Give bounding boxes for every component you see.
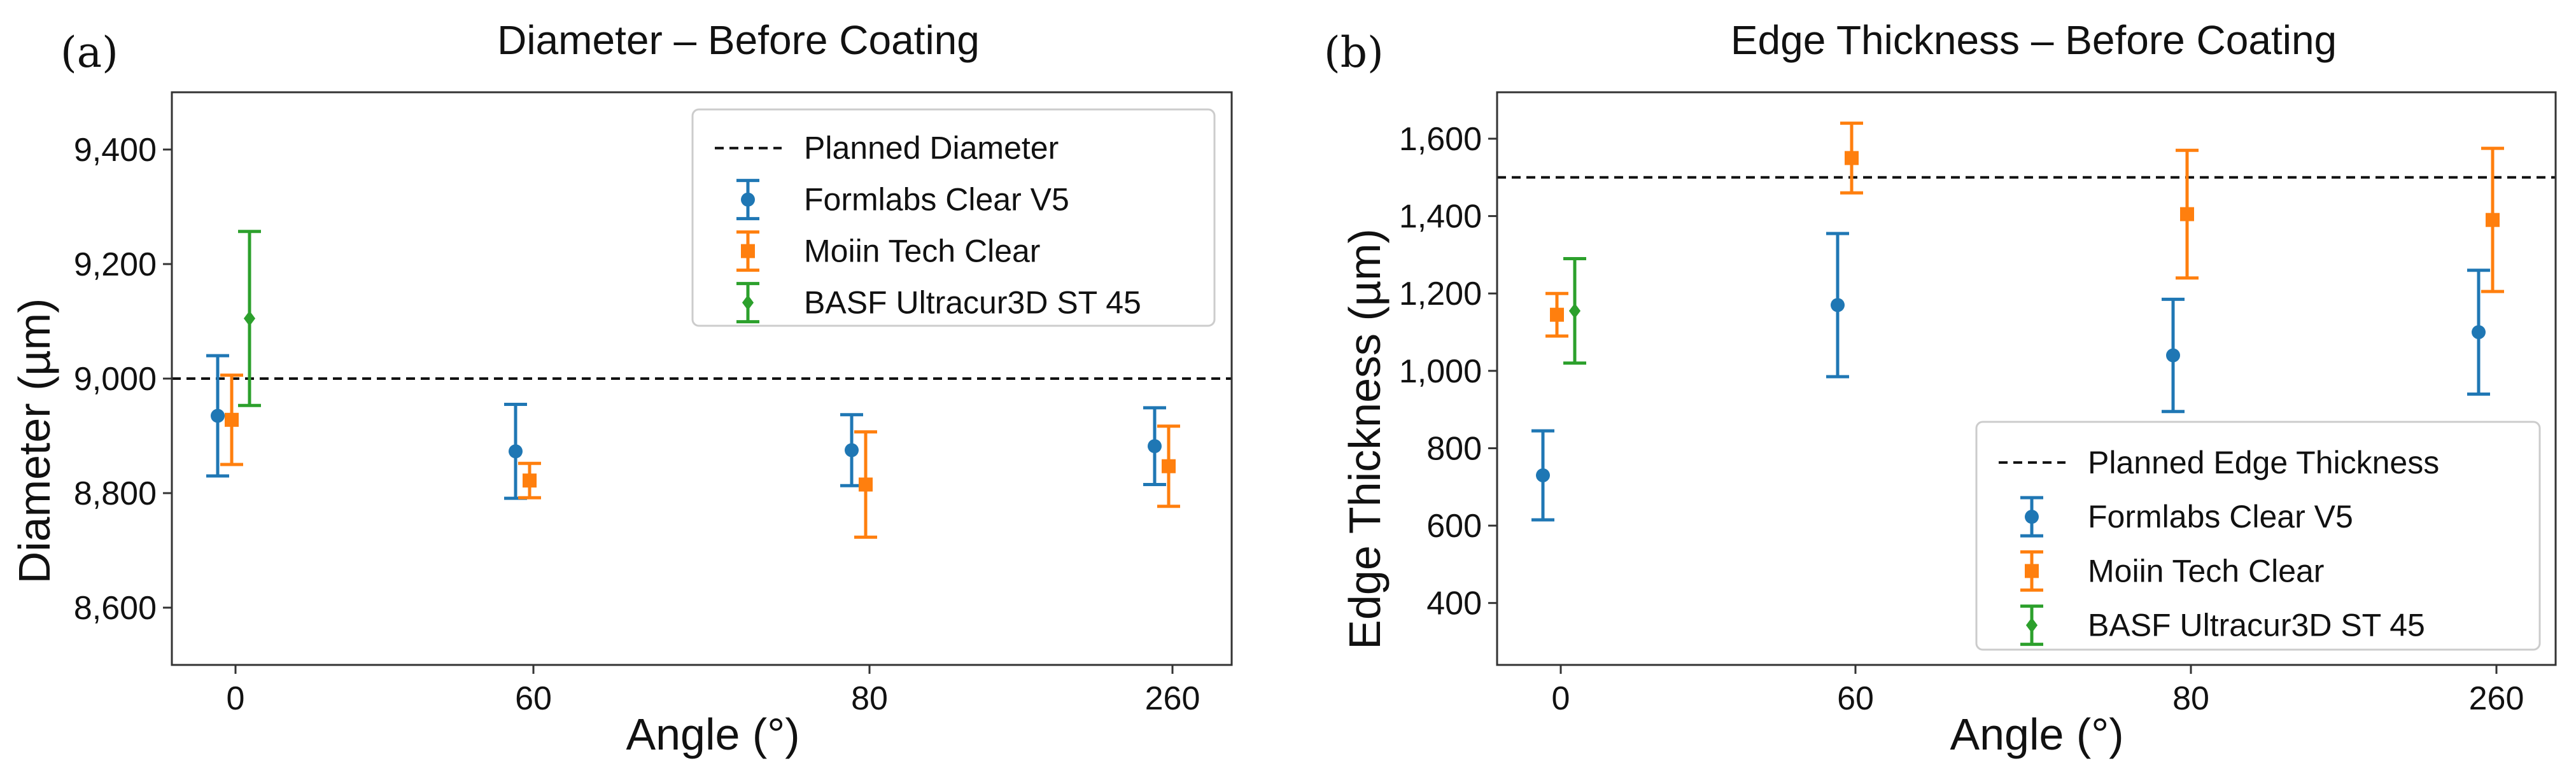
y-ticks-edge-thickness: 400 600 800 1,000 1,200 1,400 1,600 <box>1399 121 1497 622</box>
point-circle-0 <box>206 354 229 478</box>
data-marks-diameter <box>206 230 1180 539</box>
point-square-80 <box>2176 148 2199 280</box>
data-marks-edge-thickness <box>1531 122 2504 522</box>
y-tick-label: 1,600 <box>1399 121 1482 158</box>
x-tick-label: 0 <box>227 680 245 717</box>
plot-frame-diameter <box>171 91 1233 666</box>
legend-swatch-square-marker <box>2025 564 2039 578</box>
y-tick-label: 9,400 <box>74 132 157 169</box>
point-square-260-marker <box>1162 459 1176 473</box>
panel-label-a: (a) <box>60 28 118 77</box>
x-tick-label: 260 <box>1145 680 1200 717</box>
legend-series-label: BASF Ultracur3D ST 45 <box>804 285 1141 321</box>
legend-swatch-diamond <box>736 282 759 324</box>
legend-swatch-square <box>2020 550 2043 592</box>
point-square-60-marker <box>523 473 537 488</box>
y-tick-label: 400 <box>1426 585 1482 622</box>
point-square-260 <box>2481 146 2504 293</box>
y-tick-label: 800 <box>1426 430 1482 467</box>
point-circle-60 <box>1826 232 1849 379</box>
y-tick-label: 600 <box>1426 508 1482 545</box>
point-circle-260-marker <box>1148 439 1162 454</box>
point-square-0-marker <box>1550 307 1564 322</box>
point-diamond-0-marker <box>1568 303 1581 319</box>
legend-swatch-square <box>736 230 759 272</box>
point-diamond-0 <box>238 230 261 407</box>
y-tick-label: 1,200 <box>1399 276 1482 312</box>
point-circle-80-marker <box>2166 348 2180 363</box>
y-axis-label-edge-thickness: Edge Thickness (µm) <box>1340 228 1390 649</box>
point-square-60 <box>518 461 541 499</box>
point-square-260 <box>1157 424 1180 508</box>
x-axis-label-diameter: Angle (°) <box>626 709 799 759</box>
legend-swatch-circle <box>2020 496 2043 538</box>
point-circle-80-marker <box>845 443 859 457</box>
plot-frame-edge-thickness <box>1496 91 2557 666</box>
point-circle-260 <box>1143 406 1166 486</box>
x-tick-label: 80 <box>851 680 888 717</box>
legend-series-label: Moiin Tech Clear <box>804 234 1040 269</box>
point-circle-80 <box>840 413 863 487</box>
point-square-80-marker <box>2180 207 2194 221</box>
legend-planned-label: Planned Diameter <box>804 130 1059 166</box>
legend-box <box>691 108 1216 327</box>
y-ticks-diameter: 8,600 8,800 9,000 9,200 9,400 <box>74 132 172 627</box>
legend-swatch-diamond-marker <box>2025 617 2038 633</box>
panel-label-b: (b) <box>1324 28 1384 77</box>
point-circle-80 <box>2162 297 2185 414</box>
point-circle-0-marker <box>211 408 225 423</box>
point-square-0-marker <box>225 412 239 427</box>
legend-series-label: Formlabs Clear V5 <box>2088 499 2353 534</box>
point-circle-0-marker <box>1536 468 1550 483</box>
point-circle-260-marker <box>2472 325 2486 340</box>
point-diamond-0-marker <box>243 311 256 326</box>
chart-title-diameter: Diameter – Before Coating <box>497 17 980 63</box>
legend-box <box>1975 421 2541 651</box>
x-tick-label: 80 <box>2172 680 2209 717</box>
point-square-0 <box>1545 291 1568 338</box>
chart-title-edge-thickness: Edge Thickness – Before Coating <box>1731 17 2337 63</box>
point-circle-260 <box>2467 269 2490 396</box>
legend-swatch-diamond <box>2020 604 2043 646</box>
legend-swatch-circle-marker <box>2025 510 2039 524</box>
panel-diameter: (a) Diameter – Before Coating Angle (°) … <box>10 17 1233 759</box>
point-square-0 <box>220 374 243 466</box>
x-tick-label: 0 <box>1552 680 1570 717</box>
legend-swatch-diamond-marker <box>742 295 754 311</box>
x-ticks-diameter: 0 60 80 260 <box>227 665 1200 717</box>
point-square-60-marker <box>1845 151 1859 165</box>
y-tick-label: 1,000 <box>1399 353 1482 390</box>
point-circle-60-marker <box>509 444 523 459</box>
x-axis-label-edge-thickness: Angle (°) <box>1950 709 2123 759</box>
legend-diameter: Planned Diameter Formlabs Clear V5 Moiin T… <box>691 108 1216 327</box>
point-square-80-marker <box>859 477 873 492</box>
x-tick-label: 260 <box>2469 680 2524 717</box>
legend-swatch-circle-marker <box>741 192 755 207</box>
point-circle-0 <box>1531 429 1554 522</box>
point-square-260-marker <box>2486 213 2500 227</box>
point-diamond-0 <box>1563 256 1586 365</box>
legend-planned-label: Planned Edge Thickness <box>2088 445 2439 480</box>
x-tick-label: 60 <box>1837 680 1874 717</box>
point-square-80 <box>854 430 877 539</box>
panel-edge-thickness: (b) Edge Thickness – Before Coating Angl… <box>1324 17 2557 759</box>
y-tick-label: 8,800 <box>74 475 157 512</box>
point-circle-60-marker <box>1831 298 1845 312</box>
x-tick-label: 60 <box>515 680 552 717</box>
y-tick-label: 9,200 <box>74 246 157 283</box>
legend-edge-thickness: Planned Edge Thickness Formlabs Clear V5 M… <box>1975 421 2541 651</box>
y-tick-label: 8,600 <box>74 590 157 627</box>
legend-series-label: Moiin Tech Clear <box>2088 553 2324 589</box>
legend-series-label: BASF Ultracur3D ST 45 <box>2088 608 2425 643</box>
legend-series-label: Formlabs Clear V5 <box>804 182 1069 218</box>
y-tick-label: 1,400 <box>1399 199 1482 235</box>
legend-swatch-circle <box>736 179 759 221</box>
x-ticks-edge-thickness: 0 60 80 260 <box>1552 665 2524 717</box>
point-square-60 <box>1840 122 1863 195</box>
y-axis-label-diameter: Diameter (µm) <box>10 298 59 584</box>
legend-swatch-square-marker <box>741 244 755 258</box>
y-tick-label: 9,000 <box>74 361 157 398</box>
